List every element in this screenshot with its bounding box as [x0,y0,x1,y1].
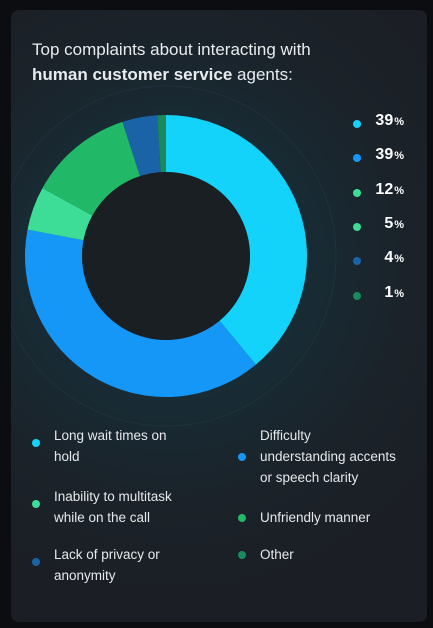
percent-number: 1 [384,283,394,301]
legend-dot [238,453,246,461]
donut-slice-3 [27,188,93,241]
percent-dot [353,120,361,128]
percent-dot [353,291,361,300]
percent-value: 5% [384,215,404,233]
legend-dot [238,551,246,559]
percent-dot [353,188,361,197]
title-line-2: human customer service agents: [32,62,412,87]
percent-unit: % [394,253,404,266]
legend-label-line: hold [54,449,80,464]
legend-label: Inability to multitask while on the call [54,486,172,528]
percent-number: 39 [375,146,394,164]
chart-title: Top complaints about interacting with hu… [32,37,412,87]
legend-label: Difficulty understanding accents or speech… [260,425,396,488]
legend-label-line: or speech clarity [260,470,359,485]
legend-label-line: while on the call [54,510,151,525]
percent-value: 39% [375,112,404,130]
donut-slice-4 [42,121,141,216]
legend-dot [32,500,40,508]
donut-slice-6 [157,115,166,173]
percent-number: 4 [384,249,394,267]
legend-label-line: Difficulty [260,428,311,443]
percent-dot [353,257,361,266]
percent-unit: % [394,116,404,128]
percent-unit: % [394,184,404,197]
legend-dot [32,439,40,447]
percent-dot [353,154,361,163]
legend-label: Lack of privacy or anonymity [54,544,160,586]
legend-label: Long wait times on hold [54,425,167,467]
legend-label-line: anonymity [54,568,116,583]
donut-slice-1 [166,115,307,365]
legend-label: Unfriendly manner [260,507,370,528]
donut-slice-2 [25,229,256,397]
glow-ring [11,85,337,427]
legend-dot [32,558,40,566]
donut-slice-5 [122,115,161,177]
percent-number: 39 [375,112,394,129]
percent-unit: % [394,218,404,231]
legend-label-line: Other [260,547,294,562]
title-line-1: Top complaints about interacting with [32,40,311,59]
legend-label: Other [260,544,294,565]
percent-dot [353,222,361,231]
percent-value: 1% [384,284,404,302]
percent-number: 5 [384,214,394,232]
legend-label-line: Lack of privacy or [54,547,160,562]
percent-value: 39% [375,146,404,164]
percent-number: 12 [375,180,394,198]
donut-chart [11,85,337,427]
legend-dot [238,514,246,522]
legend-label-line: Unfriendly manner [260,510,371,525]
percent-unit: % [394,150,404,163]
legend-label-line: Long wait times on [54,428,167,443]
legend-label-line: Inability to multitask [54,489,172,504]
title-bold: human customer service [32,65,233,84]
percent-value: 4% [384,249,404,267]
chart-card: Top complaints about interacting with hu… [11,10,427,622]
percent-value: 12% [375,181,404,199]
title-rest: agents: [232,65,293,84]
donut-hole [82,172,250,340]
percent-unit: % [394,287,404,300]
legend-label-line: understanding accents [260,449,396,464]
